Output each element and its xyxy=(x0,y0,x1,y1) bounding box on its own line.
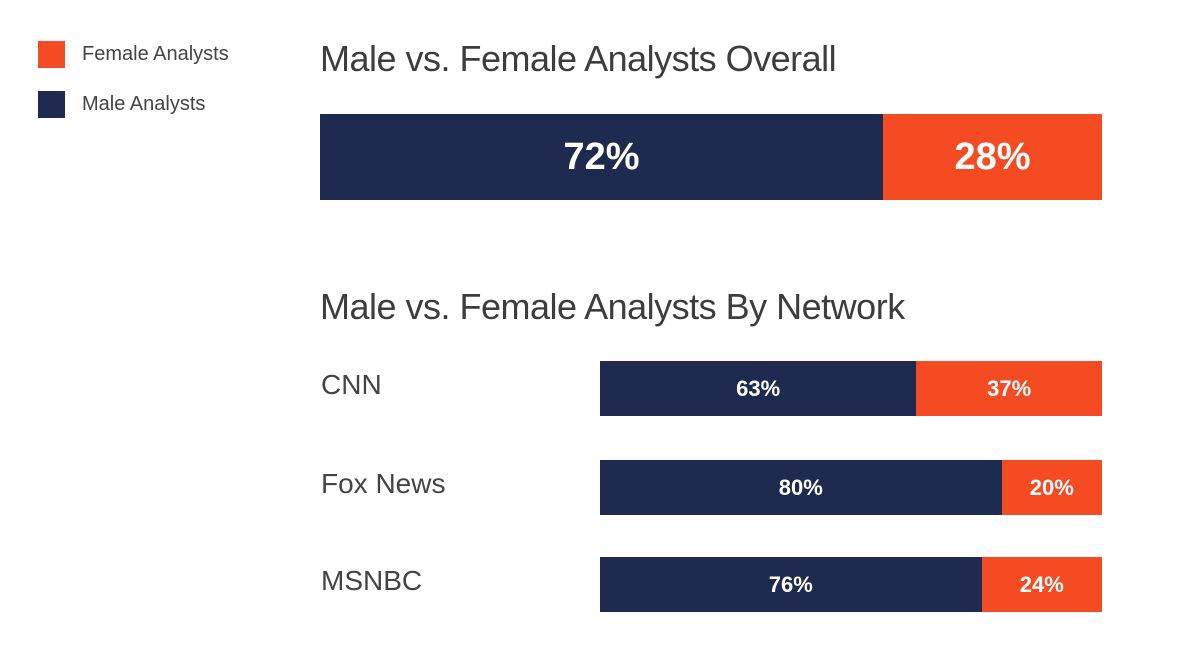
overall-bar: 72% 28% xyxy=(320,114,1102,200)
chart-legend: Female Analysts Male Analysts xyxy=(38,40,229,140)
category-label-cnn: CNN xyxy=(321,369,382,400)
bar-segment-fox-news-male-analysts: 80% xyxy=(600,460,1002,515)
bar-segment-fox-news-female-analysts: 20% xyxy=(1001,460,1102,515)
category-label-fox-news: Fox News xyxy=(321,468,446,499)
bar-segment-msnbc-female-analysts: 24% xyxy=(981,557,1102,612)
legend-swatch-male xyxy=(38,90,65,118)
bar-segment-cnn-female-analysts: 37% xyxy=(916,361,1102,416)
data-label-fox-news-female-analysts: 20% xyxy=(1029,474,1074,500)
data-label-cnn-male-analysts: 63% xyxy=(736,375,781,401)
legend-label-male: Male Analysts xyxy=(82,92,206,115)
overall-male-data-label: 72% xyxy=(563,135,640,178)
legend-item-male: Male Analysts xyxy=(38,90,229,118)
data-label-fox-news-male-analysts: 80% xyxy=(778,474,823,500)
overall-bar-male-segment: 72% xyxy=(320,114,884,200)
category-label-msnbc: MSNBC xyxy=(321,565,423,596)
bar-segment-msnbc-male-analysts: 76% xyxy=(600,557,982,612)
data-label-msnbc-female-analysts: 24% xyxy=(1019,571,1064,597)
bar-fox-news: 80% 20% xyxy=(600,460,1102,515)
data-label-cnn-female-analysts: 37% xyxy=(987,375,1032,401)
overall-chart-title: Male vs. Female Analysts Overall xyxy=(320,38,837,79)
data-label-msnbc-male-analysts: 76% xyxy=(768,571,813,597)
legend-label-female: Female Analysts xyxy=(82,42,229,65)
legend-swatch-female xyxy=(38,40,65,68)
overall-female-data-label: 28% xyxy=(954,135,1031,178)
bar-cnn: 63% 37% xyxy=(600,361,1102,416)
overall-bar-female-segment: 28% xyxy=(883,114,1102,200)
bar-msnbc: 76% 24% xyxy=(600,557,1102,612)
network-chart-title: Male vs. Female Analysts By Network xyxy=(320,286,905,327)
legend-item-female: Female Analysts xyxy=(38,40,229,68)
bar-segment-cnn-male-analysts: 63% xyxy=(600,361,917,416)
